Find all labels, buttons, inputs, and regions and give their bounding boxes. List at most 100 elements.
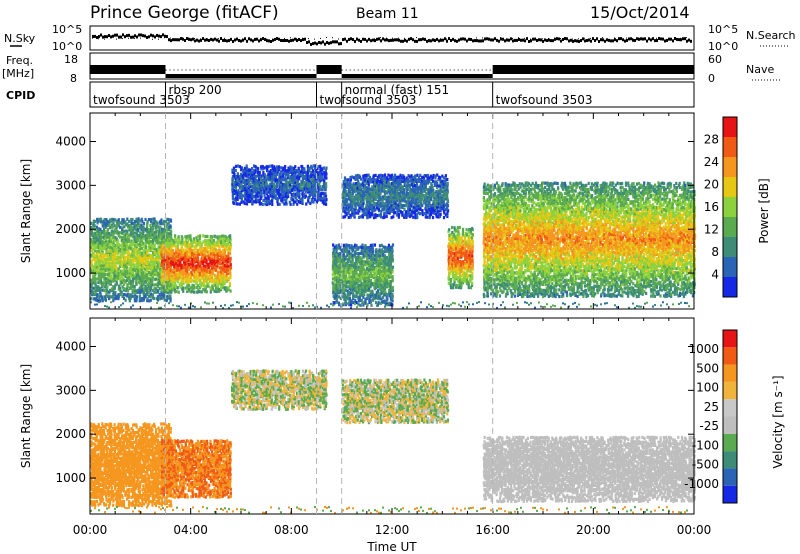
- range-cell: [265, 200, 268, 204]
- nsearch-sample: [404, 37, 405, 39]
- range-cell: [372, 199, 375, 203]
- range-cell: [126, 283, 129, 287]
- range-cell: [374, 182, 377, 186]
- range-cell: [388, 197, 391, 201]
- range-cell: [384, 270, 387, 274]
- range-cell: [106, 223, 109, 227]
- range-cell: [102, 283, 105, 287]
- range-cell: [258, 198, 261, 202]
- nsky-sample: [306, 40, 308, 44]
- range-cell: [146, 297, 149, 301]
- nsky-sample: [144, 34, 146, 38]
- range-cell: [389, 253, 392, 257]
- range-cell: [274, 169, 277, 173]
- nsky-sample: [252, 39, 254, 43]
- range-cell: [142, 221, 146, 226]
- range-cell: [390, 215, 393, 220]
- range-cell: [169, 252, 172, 256]
- range-cell: [126, 229, 129, 233]
- range-cell: [123, 233, 126, 237]
- range-cell: [151, 264, 155, 269]
- range-cell: [228, 251, 232, 256]
- range-cell: [221, 269, 224, 274]
- range-cell: [226, 248, 229, 252]
- range-cell: [138, 219, 142, 223]
- range-cell: [397, 212, 401, 217]
- range-cell: [198, 272, 201, 276]
- range-cell: [357, 203, 360, 207]
- range-cell: [116, 245, 119, 249]
- range-cell: [350, 303, 353, 307]
- range-cell: [380, 197, 383, 202]
- range-cell: [390, 203, 393, 207]
- range-cell: [167, 243, 170, 247]
- range-cell: [312, 194, 315, 198]
- range-cell: [131, 218, 134, 222]
- range-cell: [206, 239, 209, 243]
- range-cell: [144, 239, 148, 243]
- range-cell: [168, 246, 171, 251]
- range-cell: [260, 190, 263, 194]
- range-cell: [127, 219, 131, 223]
- range-cell: [208, 256, 211, 260]
- range-cell: [382, 277, 385, 281]
- range-cell: [202, 271, 205, 276]
- range-cell: [340, 248, 344, 252]
- range-cell: [180, 257, 183, 262]
- range-cell: [90, 288, 93, 293]
- range-cell: [116, 241, 119, 245]
- range-cell: [106, 239, 109, 243]
- range-cell: [262, 188, 265, 192]
- range-cell: [149, 235, 153, 240]
- range-cell: [332, 249, 335, 253]
- range-cell: [108, 237, 111, 241]
- range-cell: [90, 261, 93, 265]
- nsky-sample: [572, 39, 574, 43]
- range-cell: [337, 268, 340, 272]
- range-cell: [283, 194, 286, 199]
- range-cell: [202, 258, 205, 262]
- nsky-sample: [190, 38, 192, 42]
- range-cell: [164, 260, 167, 264]
- range-cell: [211, 250, 215, 254]
- range-cell: [144, 233, 147, 238]
- range-cell: [369, 261, 372, 266]
- nsearch-sample: [470, 38, 471, 40]
- range-cell: [284, 200, 288, 204]
- range-cell: [355, 259, 358, 264]
- range-cell: [147, 237, 151, 241]
- range-cell: [373, 271, 376, 275]
- range-cell: [342, 253, 345, 257]
- range-cell: [347, 205, 351, 209]
- range-cell: [392, 209, 396, 213]
- range-cell: [313, 198, 316, 202]
- range-cell: [383, 203, 386, 208]
- range-cell: [103, 223, 106, 228]
- range-cell: [299, 184, 302, 188]
- range-cell: [323, 181, 326, 185]
- range-cell: [306, 188, 310, 192]
- range-cell: [128, 233, 131, 237]
- range-cell: [200, 247, 204, 251]
- range-cell: [210, 244, 214, 248]
- range-cell: [352, 198, 355, 202]
- range-cell: [158, 275, 161, 279]
- range-cell: [303, 187, 306, 191]
- range-cell: [93, 276, 96, 280]
- range-cell: [390, 251, 394, 255]
- range-cell: [128, 235, 131, 239]
- range-cell: [215, 250, 218, 254]
- nsky-sample: [458, 38, 460, 42]
- range-cell: [296, 174, 299, 178]
- range-cell: [231, 192, 235, 196]
- range-cell: [360, 298, 363, 302]
- range-cell: [373, 273, 376, 277]
- range-cell: [147, 271, 151, 275]
- range-cell: [317, 190, 320, 195]
- range-cell: [349, 178, 353, 182]
- range-cell: [362, 267, 365, 272]
- range-cell: [274, 171, 277, 175]
- nsky-sample: [240, 39, 242, 43]
- nsky-sample: [484, 37, 486, 41]
- range-cell: [98, 255, 101, 259]
